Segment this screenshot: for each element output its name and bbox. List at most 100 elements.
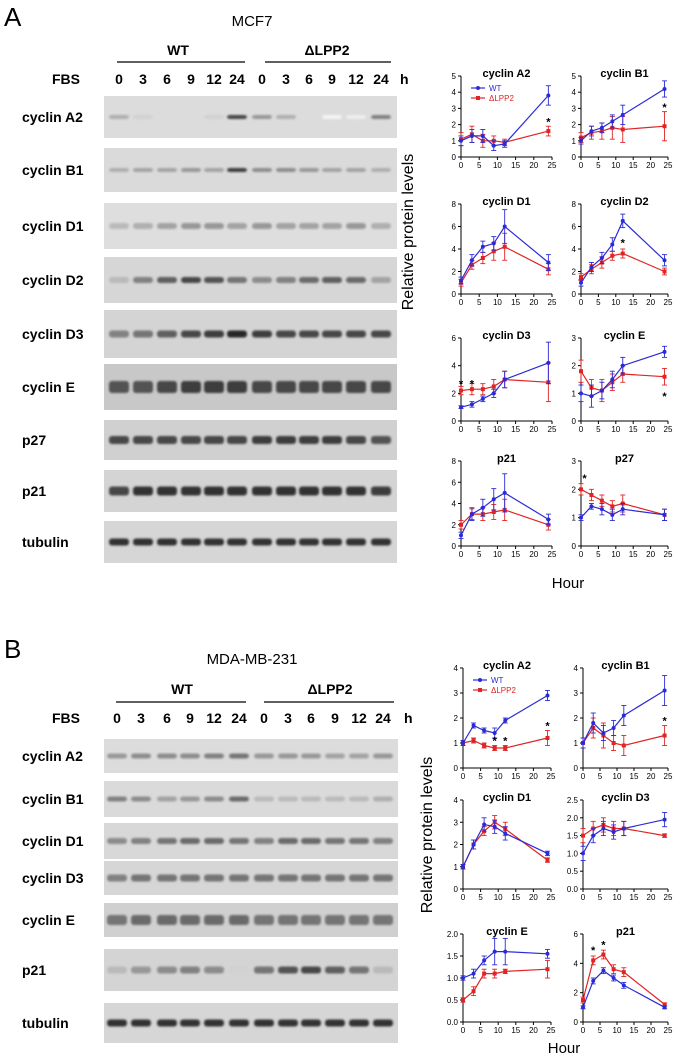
data-point xyxy=(491,241,496,246)
data-point xyxy=(459,138,463,143)
lane-label: 0 xyxy=(260,710,268,726)
blot-band xyxy=(301,838,321,844)
data-point xyxy=(599,498,604,503)
data-point xyxy=(610,242,615,247)
x-tick-label: 5 xyxy=(596,298,601,307)
data-point xyxy=(492,949,497,954)
y-tick-label: 1 xyxy=(572,389,577,398)
blot-band xyxy=(131,1019,151,1027)
blot-band xyxy=(299,486,319,496)
data-point xyxy=(480,505,485,510)
lane-labels-a: 0 3 6 9 12 24 0 3 6 9 12 24 xyxy=(115,71,389,87)
data-point xyxy=(471,738,476,743)
x-tick-label: 0 xyxy=(461,772,466,781)
series-line xyxy=(580,505,665,519)
x-tick-label: 25 xyxy=(548,298,557,307)
x-tick-label: 5 xyxy=(596,550,601,559)
lane-label: 12 xyxy=(348,71,364,87)
y-tick-label: 0 xyxy=(454,885,459,894)
y-tick-label: 3 xyxy=(454,818,459,827)
blot-band xyxy=(373,796,393,802)
lane-label: 0 xyxy=(115,71,123,87)
blot-label: cyclin E xyxy=(22,379,75,395)
data-point xyxy=(662,258,667,263)
data-point xyxy=(459,522,463,527)
blot-band xyxy=(349,796,369,802)
y-tick-label: 2 xyxy=(574,989,579,998)
blot-band xyxy=(204,874,224,882)
blot-band xyxy=(109,168,129,172)
x-tick-label: 25 xyxy=(548,161,557,170)
x-tick-label: 25 xyxy=(548,425,557,434)
blot-row: cyclin B1 xyxy=(22,148,397,192)
blot-label: p21 xyxy=(22,483,46,499)
data-point xyxy=(610,377,615,382)
data-point xyxy=(589,265,594,269)
blot-band xyxy=(301,874,321,882)
y-tick-label: 0 xyxy=(452,290,457,299)
series-line xyxy=(582,689,665,744)
data-point xyxy=(579,487,583,492)
data-point xyxy=(620,112,625,117)
data-point xyxy=(492,731,497,735)
data-point xyxy=(469,512,474,517)
blot-band xyxy=(204,277,224,283)
significance-star: * xyxy=(503,736,508,748)
lane-label: 6 xyxy=(163,710,171,726)
x-tick-label: 15 xyxy=(511,893,520,902)
data-point xyxy=(482,971,487,976)
blot-band xyxy=(301,796,321,802)
y-tick-label: 1 xyxy=(574,739,579,748)
y-tick-label: 4 xyxy=(574,664,579,673)
blot-band xyxy=(133,223,153,229)
chart-title: cyclin D3 xyxy=(601,792,649,804)
blot-band xyxy=(349,753,369,759)
y-tick-label: 0 xyxy=(572,542,577,551)
blot-band xyxy=(276,330,296,338)
blot-band xyxy=(204,1019,224,1027)
x-tick-label: 15 xyxy=(629,298,638,307)
blot-label: p21 xyxy=(22,962,46,978)
y-tick-label: 0 xyxy=(572,153,577,162)
blot-band xyxy=(252,330,272,338)
blot-band xyxy=(276,277,296,283)
blot-band xyxy=(299,436,319,444)
data-point xyxy=(581,998,585,1002)
y-tick-label: 0 xyxy=(452,153,457,162)
chart-title: cyclin B1 xyxy=(600,68,648,80)
series-lpp2 xyxy=(460,959,550,1003)
x-tick-label: 15 xyxy=(511,772,520,781)
blot-band xyxy=(131,966,151,974)
significance-star: * xyxy=(459,379,464,391)
data-point xyxy=(591,833,596,838)
x-tick-label: 0 xyxy=(459,161,464,170)
y-tick-label: 1 xyxy=(572,514,577,523)
blot-band xyxy=(373,1019,393,1027)
lane-label: 3 xyxy=(282,71,290,87)
x-tick-label: 0 xyxy=(459,550,464,559)
chart-title: cyclin E xyxy=(604,330,646,342)
series-wt xyxy=(578,503,668,521)
x-tick-label: 5 xyxy=(598,772,603,781)
blot-band xyxy=(299,277,319,283)
y-tick-label: 4 xyxy=(452,88,457,97)
series-wt xyxy=(578,80,668,145)
series-wt xyxy=(580,812,668,861)
blot-band xyxy=(204,838,224,844)
blot-band xyxy=(157,838,177,844)
x-tick-label: 20 xyxy=(529,893,538,902)
blot-band xyxy=(346,486,366,496)
data-point xyxy=(662,512,667,517)
lane-label: 9 xyxy=(187,71,195,87)
y-tick-label: 0 xyxy=(572,290,577,299)
blot-band xyxy=(131,874,151,882)
series-line xyxy=(462,823,548,868)
blot-band xyxy=(204,486,224,496)
blot-band xyxy=(325,796,345,802)
y-tick-label: 2.0 xyxy=(447,930,459,939)
x-tick-label: 20 xyxy=(646,550,655,559)
y-tick-label: 2 xyxy=(574,714,579,723)
blot-band xyxy=(349,966,369,974)
data-point xyxy=(492,824,497,829)
blot-band xyxy=(227,168,247,172)
